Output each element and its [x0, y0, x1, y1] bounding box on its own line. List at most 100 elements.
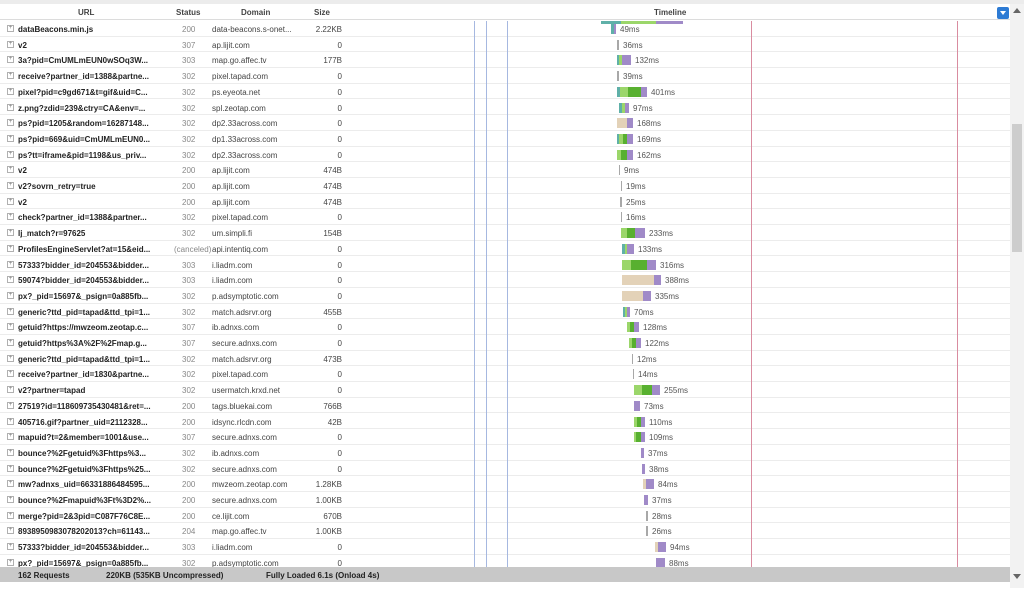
scroll-thumb[interactable]	[1012, 124, 1022, 252]
expand-icon[interactable]: +	[7, 386, 14, 394]
request-row[interactable]: + check?partner_id=1388&partner... 302 pixe…	[0, 209, 1010, 226]
request-row[interactable]: + merge?pid=2&3pid=C087F76C8E... 200 ce.lij…	[0, 508, 1010, 524]
request-row[interactable]: + v2 200 ap.lijit.com 474B 9ms	[0, 162, 1010, 178]
request-row[interactable]: + v2 200 ap.lijit.com 474B 25ms	[0, 194, 1010, 210]
expand-icon[interactable]: +	[7, 134, 14, 142]
expand-icon[interactable]: +	[7, 229, 14, 237]
timeline-bar[interactable]	[655, 542, 666, 553]
expand-icon[interactable]: +	[7, 401, 14, 409]
request-row[interactable]: + v2 307 ap.lijit.com 0 36ms	[0, 37, 1010, 53]
timeline-dropdown-button[interactable]	[997, 7, 1009, 19]
request-row[interactable]: + ProfilesEngineServlet?at=15&eid... (canc…	[0, 241, 1010, 257]
timeline-bar[interactable]	[621, 212, 622, 223]
request-row[interactable]: + ps?pid=669&uid=CmUMLmEUN0... 302 dp1.33ac…	[0, 131, 1010, 147]
request-row[interactable]: + bounce?%2Fgetuid%3Fhttps%25... 302 secure…	[0, 461, 1010, 477]
request-row[interactable]: + mapuid?t=2&member=1001&use... 307 secure.…	[0, 429, 1010, 445]
expand-icon[interactable]: +	[7, 464, 14, 472]
timeline-bar[interactable]	[629, 338, 641, 348]
request-row[interactable]: + bounce?%2Fmapuid%3Ft%3D2%... 200 secure.a…	[0, 492, 1010, 508]
timeline-bar[interactable]	[643, 479, 654, 490]
request-row[interactable]: +8938950983078202013?ch=61143... 204 map.g…	[0, 523, 1010, 540]
expand-icon[interactable]: +	[7, 276, 14, 284]
timeline-bar[interactable]	[617, 149, 633, 160]
expand-icon[interactable]: +	[7, 354, 14, 362]
timeline-bar[interactable]	[617, 86, 647, 97]
header-size[interactable]: Size	[314, 8, 331, 17]
expand-icon[interactable]: +	[7, 527, 14, 535]
timeline-bar[interactable]	[611, 24, 616, 34]
request-row[interactable]: +59074?bidder_id=204553&bidder... 303 i.li…	[0, 272, 1010, 288]
expand-icon[interactable]: +	[7, 150, 14, 158]
expand-icon[interactable]: +	[7, 543, 14, 551]
request-row[interactable]: + mw?adnxs_uid=66331886484595... 200 mwzeom…	[0, 476, 1010, 492]
expand-icon[interactable]: +	[7, 103, 14, 111]
timeline-bar[interactable]	[617, 118, 633, 129]
expand-icon[interactable]: +	[7, 323, 14, 331]
timeline-bar[interactable]	[617, 55, 631, 66]
request-row[interactable]: + v2?sovrn_retry=true 200 ap.lijit.com 474B 1…	[0, 178, 1010, 194]
timeline-bar[interactable]	[617, 133, 633, 144]
timeline-bar[interactable]	[634, 385, 660, 396]
timeline-bar[interactable]	[634, 416, 645, 427]
expand-icon[interactable]: +	[7, 496, 14, 503]
expand-icon[interactable]: +	[7, 244, 14, 252]
scroll-up-arrow-icon[interactable]	[1013, 8, 1021, 13]
timeline-bar[interactable]	[622, 275, 661, 286]
request-row[interactable]: + receive?partner_id=1388&partne... 302 pix…	[0, 68, 1010, 84]
timeline-bar[interactable]	[634, 400, 640, 411]
request-row[interactable]: + getuid?https://mwzeom.zeotap.c... 307 ib.…	[0, 319, 1010, 335]
timeline-bar[interactable]	[656, 557, 665, 567]
timeline-bar[interactable]	[642, 463, 645, 474]
header-status[interactable]: Status	[176, 8, 201, 17]
expand-icon[interactable]: +	[7, 197, 14, 205]
request-row[interactable]: + receive?partner_id=1830&partne... 302 pix…	[0, 366, 1010, 383]
expand-icon[interactable]: +	[7, 56, 14, 64]
expand-icon[interactable]: +	[7, 558, 14, 566]
timeline-bar[interactable]	[646, 510, 648, 521]
timeline-bar[interactable]	[641, 447, 644, 458]
expand-icon[interactable]: +	[7, 72, 14, 80]
expand-icon[interactable]: +	[7, 260, 14, 268]
timeline-bar[interactable]	[622, 243, 634, 254]
request-row[interactable]: + px?_pid=15697&_psign=0a885fb... 302 p.ads…	[0, 555, 1010, 567]
timeline-bar[interactable]	[627, 322, 639, 333]
vertical-scrollbar[interactable]	[1010, 4, 1024, 588]
request-row[interactable]: +57333?bidder_id=204553&bidder... 303 i.li…	[0, 257, 1010, 273]
expand-icon[interactable]: +	[7, 480, 14, 488]
expand-icon[interactable]: +	[7, 417, 14, 425]
expand-icon[interactable]: +	[7, 119, 14, 127]
timeline-bar[interactable]	[622, 259, 656, 270]
request-row[interactable]: + px?_pid=15697&_psign=0a885fb... 302 p.ads…	[0, 288, 1010, 304]
timeline-bar[interactable]	[621, 228, 645, 239]
header-url[interactable]: URL	[78, 8, 95, 17]
request-row[interactable]: + getuid?https%3A%2F%2Fmap.g... 307 secure.…	[0, 335, 1010, 351]
timeline-bar[interactable]	[644, 495, 648, 505]
expand-icon[interactable]: +	[7, 25, 14, 32]
request-row[interactable]: +57333?bidder_id=204553&bidder... 303 i.li…	[0, 539, 1010, 555]
request-row[interactable]: + ps?pid=1205&random=16287148... 302 dp2.33…	[0, 115, 1010, 131]
expand-icon[interactable]: +	[7, 166, 14, 174]
timeline-bar[interactable]	[632, 353, 633, 364]
header-domain[interactable]: Domain	[241, 8, 271, 17]
request-row[interactable]: + generic?ttd_pid=tapad&ttd_tpi=1... 302 ma…	[0, 351, 1010, 367]
request-row[interactable]: + z.png?zdid=239&ctry=CA&env=... 302 spl.ze…	[0, 100, 1010, 116]
expand-icon[interactable]: +	[7, 40, 14, 48]
request-row[interactable]: + bounce?%2Fgetuid%3Fhttps%3... 302 ib.adnx…	[0, 445, 1010, 461]
timeline-bar[interactable]	[634, 432, 645, 443]
request-row[interactable]: + generic?ttd_pid=tapad&ttd_tpi=1... 302 ma…	[0, 304, 1010, 320]
expand-icon[interactable]: +	[7, 511, 14, 519]
expand-icon[interactable]: +	[7, 448, 14, 456]
expand-icon[interactable]: +	[7, 213, 14, 221]
timeline-bar[interactable]	[620, 196, 622, 207]
request-row[interactable]: + dataBeacons.min.js 200 data-beacons.s-one…	[0, 21, 1010, 37]
timeline-bar[interactable]	[617, 71, 619, 82]
timeline-bar[interactable]	[633, 369, 634, 380]
request-row[interactable]: + ps?tt=iframe&pid=1198&us_priv... 302 dp2.…	[0, 147, 1010, 163]
expand-icon[interactable]: +	[7, 339, 14, 346]
timeline-bar[interactable]	[619, 102, 629, 113]
expand-icon[interactable]: +	[7, 307, 14, 315]
request-row[interactable]: + pixel?pid=c9gd671&t=gif&uid=C... 302 ps.e…	[0, 84, 1010, 100]
request-row[interactable]: +405716.gif?partner_uid=2112328... 200 ids…	[0, 414, 1010, 430]
request-row[interactable]: +27519?id=118609735430481&ret=... 200 tags…	[0, 398, 1010, 414]
expand-icon[interactable]: +	[7, 370, 14, 378]
